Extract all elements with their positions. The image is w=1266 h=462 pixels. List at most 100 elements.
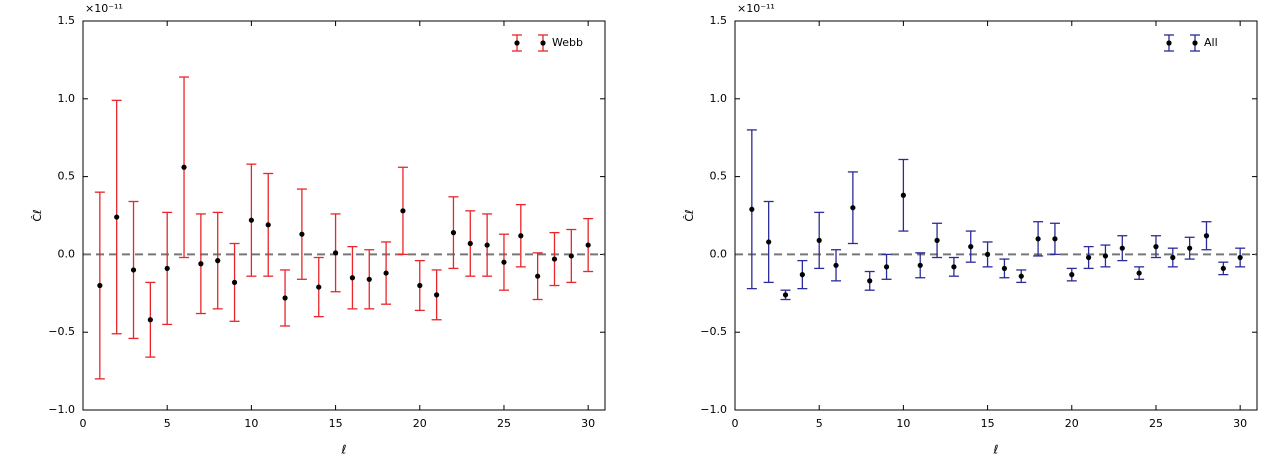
x-axis-label: ℓ (993, 443, 999, 457)
y-axis-label: Ĉℓ (31, 209, 44, 221)
point (833, 262, 839, 268)
point (883, 264, 890, 270)
point (551, 256, 558, 262)
x-tick-label: 5 (164, 417, 171, 430)
point (1187, 245, 1193, 251)
x-tick-label: 30 (1233, 417, 1247, 430)
point (518, 233, 524, 239)
point (799, 272, 805, 278)
point (316, 284, 322, 290)
plot-frame (82, 20, 606, 411)
y-tick-label: 1.0 (58, 92, 76, 105)
point (766, 239, 772, 245)
x-tick-label: 5 (816, 417, 823, 430)
point (265, 222, 271, 228)
point (164, 265, 170, 272)
point (782, 292, 789, 298)
point (231, 279, 238, 286)
point (484, 242, 490, 248)
point (1102, 253, 1109, 259)
point (332, 250, 339, 256)
y-tick-label: 1.0 (710, 92, 728, 105)
point (749, 206, 755, 212)
point (900, 192, 906, 198)
point (1035, 236, 1041, 242)
point (1069, 272, 1075, 278)
y-offset-label: ×10⁻¹¹ (85, 2, 123, 15)
point (434, 292, 440, 298)
y-tick-label: 0.5 (710, 170, 728, 183)
point (383, 270, 389, 276)
y-tick-label: 0.0 (58, 247, 76, 260)
point (114, 214, 120, 220)
y-tick-label: 0.5 (58, 170, 76, 183)
point (1018, 273, 1024, 279)
legend-label: Webb (552, 36, 583, 49)
point (450, 230, 457, 236)
point (951, 264, 957, 270)
x-tick-label: 20 (1065, 417, 1079, 430)
y-tick-label: −1.0 (48, 403, 75, 416)
point (501, 259, 507, 265)
point (1237, 254, 1243, 261)
point (282, 295, 288, 301)
x-tick-label: 10 (244, 417, 258, 430)
point (850, 205, 856, 211)
point (1170, 254, 1176, 261)
point (816, 237, 822, 243)
point (215, 258, 221, 264)
plot-frame (734, 20, 1258, 411)
point (535, 273, 541, 279)
point (934, 237, 940, 243)
y-tick-label: 1.5 (710, 14, 728, 27)
point (400, 208, 406, 214)
legend-glyph (514, 40, 520, 46)
point (366, 276, 372, 282)
point (867, 278, 873, 284)
x-tick-label: 10 (896, 417, 910, 430)
point (198, 261, 204, 267)
y-tick-label: −1.0 (700, 403, 727, 416)
legend-label: All (1204, 36, 1218, 49)
point (1119, 245, 1125, 251)
point (130, 267, 137, 273)
point (568, 253, 574, 259)
point (1052, 236, 1058, 242)
chart: −1.0 −0.5 0.0 0.5 1.0 1.5 0 5 10 15 20 25 30 Webb ℓ Ĉℓ ×… (31, 2, 606, 457)
x-tick-label: 0 (732, 417, 739, 430)
legend: All (1164, 34, 1218, 52)
point (248, 217, 254, 223)
y-tick-label: −0.5 (700, 325, 727, 338)
x-tick-label: 25 (497, 417, 511, 430)
point (147, 317, 153, 323)
x-axis-label: ℓ (341, 443, 347, 457)
legend-glyph (540, 40, 546, 46)
point (417, 282, 423, 289)
point (1203, 233, 1210, 239)
point (917, 262, 923, 268)
x-tick-label: 25 (1149, 417, 1163, 430)
point (299, 231, 305, 237)
point (467, 240, 473, 247)
point (1001, 265, 1008, 272)
point (349, 275, 356, 281)
y-tick-label: 0.0 (710, 247, 728, 260)
point (968, 244, 974, 250)
x-tick-label: 30 (581, 417, 595, 430)
y-tick-label: −0.5 (48, 325, 75, 338)
y-tick-label: 1.5 (58, 14, 76, 27)
chart: −1.0 −0.5 0.0 0.5 1.0 1.5 0 5 10 15 20 25 30 All ℓ Ĉℓ ×1… (683, 2, 1258, 457)
legend-glyph (1192, 40, 1198, 46)
legend-glyph (1166, 40, 1172, 46)
y-offset-label: ×10⁻¹¹ (737, 2, 775, 15)
point (1153, 244, 1159, 250)
point (97, 282, 103, 289)
point (585, 242, 591, 248)
x-tick-label: 0 (80, 417, 87, 430)
point (1220, 265, 1226, 272)
x-tick-label: 20 (413, 417, 427, 430)
point (1136, 270, 1142, 276)
point (1086, 254, 1092, 261)
x-tick-label: 15 (329, 417, 343, 430)
